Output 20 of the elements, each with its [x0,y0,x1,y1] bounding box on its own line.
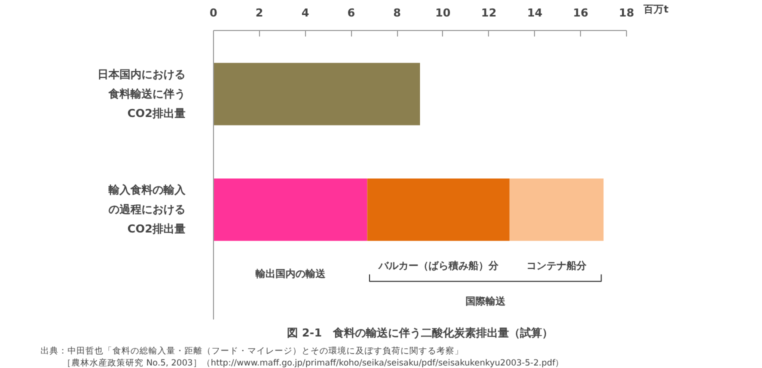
series-label: コンテナ船分 [526,260,588,272]
text: 輸出国内の輸送 [254,268,326,280]
x-tick-label: 18 [618,6,634,20]
x-tick-label: 4 [301,6,310,20]
x-axis-title: 百万t [642,4,669,16]
text: ［農林水産政策研究 No.5, 2003］（http://www.maff.go.jp/primaff/koho/seika/seisaku/pdf/seisakukenkyu2003-5-2.pdf） [62,358,564,368]
x-tick-label: 6 [347,6,356,20]
x-tick-label: 8 [393,6,401,20]
x-tick-label: 14 [527,6,543,20]
text: 図 2-1 食料の輸送に伴う二酸化炭素排出量（試算） [287,326,553,340]
x-tick-label: 16 [572,6,589,20]
y-tick-label: 日本国内における食料輸送に伴うCO2排出量 [98,68,186,120]
x-tick-label: 2 [256,6,264,20]
source-note: 出典：中田哲也「食料の総輸入量・距離（フード・マイレージ）とその環境に及ぼす負荷に関する考察」 [40,346,464,356]
x-tick-label: 0 [210,6,218,20]
y-tick-label: 輸入食料の輸入の過程におけるCO2排出量 [108,184,186,236]
x-tick-label: 10 [435,6,451,20]
series-label: バルカー（ばら積み船）分 [377,260,500,272]
x-tick-label: 12 [481,6,496,20]
annotation: 国際輸送 [465,296,506,308]
